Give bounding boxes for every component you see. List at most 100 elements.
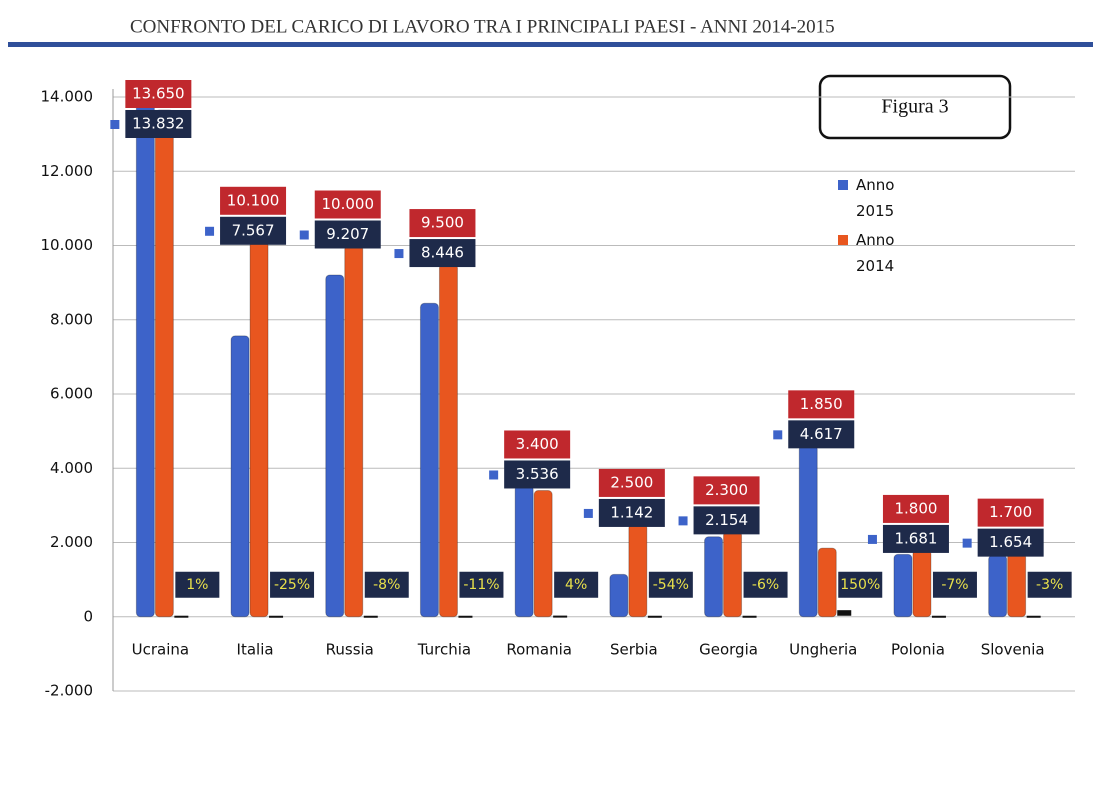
y-tick-label: 12.000 [41, 162, 94, 180]
x-tick-label: Russia [326, 640, 374, 658]
value-label: 9.207 [326, 225, 369, 243]
value-label: 1.800 [894, 499, 937, 517]
change-label: -6% [752, 577, 779, 593]
value-label-box [693, 506, 760, 535]
value-label: 7.567 [232, 221, 275, 239]
change-label-box [743, 571, 788, 598]
x-tick-label: Polonia [891, 640, 945, 658]
value-label-box [314, 220, 381, 249]
value-label-box [598, 468, 665, 497]
value-label: 9.500 [421, 214, 464, 232]
annotation: Figura 3 [881, 96, 948, 118]
bar [249, 241, 269, 618]
value-label: 2.300 [705, 481, 748, 499]
y-tick-label: -2.000 [45, 682, 93, 700]
y-tick-label: 10.000 [41, 236, 94, 254]
y-tick-label: 0 [83, 607, 93, 625]
change-label-box [175, 571, 220, 598]
change-label-box [1027, 571, 1072, 598]
bar [798, 444, 818, 618]
change-label-box [648, 571, 693, 598]
bar [438, 263, 458, 618]
value-label-marker [583, 508, 593, 518]
value-label-box [314, 190, 381, 219]
value-label: 4.617 [800, 425, 843, 443]
bar [419, 302, 439, 618]
change-label: -8% [373, 577, 400, 593]
bar [325, 274, 345, 618]
x-tick-label: Italia [237, 640, 274, 658]
change-label-box [270, 571, 315, 598]
value-label-box [409, 209, 476, 238]
change-bar [742, 615, 757, 618]
bar [817, 547, 837, 618]
value-label-marker [205, 226, 215, 236]
bar [628, 523, 648, 618]
value-label-box [220, 216, 287, 245]
change-bar [269, 615, 284, 618]
change-bar [174, 615, 189, 618]
change-bar [553, 615, 568, 618]
change-label: -54% [653, 577, 689, 593]
y-tick-label: 2.000 [50, 533, 93, 551]
bar [609, 573, 629, 618]
value-label-box [504, 460, 571, 489]
value-label: 1.654 [989, 533, 1032, 551]
y-tick-label: 8.000 [50, 310, 93, 328]
bar [893, 553, 913, 618]
header-rule [8, 42, 1093, 47]
bar [1007, 553, 1027, 618]
x-tick-label: Georgia [699, 640, 758, 658]
x-tick-label: Ucraina [132, 640, 189, 658]
legend-swatch [838, 235, 848, 245]
value-label: 8.446 [421, 244, 464, 262]
value-label: 1.850 [800, 395, 843, 413]
change-label: -11% [463, 577, 499, 593]
value-label-box [977, 498, 1044, 527]
value-label-box [882, 494, 949, 523]
bar [704, 536, 724, 618]
value-label: 13.650 [132, 85, 185, 103]
value-label-box [409, 239, 476, 268]
value-label-marker [394, 249, 404, 259]
change-label: 1% [186, 577, 208, 593]
value-label: 13.832 [132, 115, 185, 133]
x-tick-label: Serbia [610, 640, 658, 658]
value-label-marker [489, 470, 499, 480]
change-bar [837, 610, 852, 616]
value-label-box [598, 498, 665, 527]
change-bar [458, 615, 473, 618]
bar [154, 109, 174, 618]
chart-title: CONFRONTO DEL CARICO DI LAVORO TRA I PRI… [130, 16, 835, 37]
value-label: 1.142 [610, 503, 653, 521]
y-tick-label: 4.000 [50, 459, 93, 477]
change-label: -7% [941, 577, 968, 593]
change-bar [931, 615, 946, 618]
y-tick-label: 6.000 [50, 385, 93, 403]
value-label: 10.100 [227, 191, 280, 209]
change-bar [647, 615, 662, 618]
value-label-marker [678, 516, 688, 526]
value-label-box [882, 524, 949, 553]
value-label-box [788, 420, 855, 449]
value-label: 10.000 [322, 195, 375, 213]
value-label-box [977, 528, 1044, 557]
value-label: 3.400 [516, 435, 559, 453]
legend-label: Anno 2015 [856, 176, 894, 220]
value-label: 2.154 [705, 511, 748, 529]
change-label: -25% [274, 577, 310, 593]
value-label-marker [299, 230, 309, 240]
value-label: 3.536 [516, 465, 559, 483]
value-label-box [693, 476, 760, 505]
value-label: 1.681 [894, 529, 937, 547]
bar [135, 102, 155, 618]
value-label-box [504, 430, 571, 459]
change-bar [363, 615, 378, 618]
change-bar [1026, 615, 1041, 618]
change-label-box [838, 571, 883, 598]
value-label: 1.700 [989, 503, 1032, 521]
x-tick-label: Turchia [417, 640, 471, 658]
bar [723, 530, 743, 618]
change-label-box [364, 571, 409, 598]
